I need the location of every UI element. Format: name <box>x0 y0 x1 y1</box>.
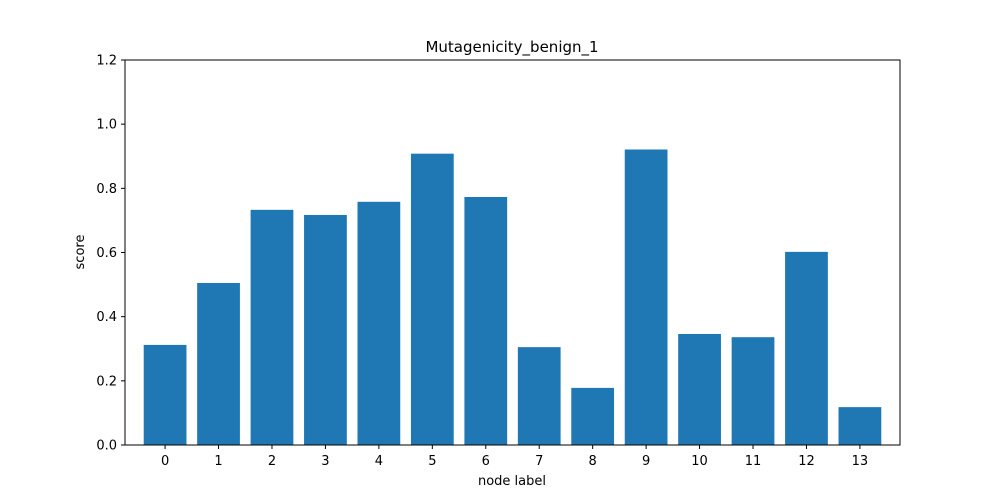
bar-8 <box>571 387 615 445</box>
x-tick-label: 11 <box>745 454 762 469</box>
bar-1 <box>197 282 240 445</box>
y-tick-label: 1.0 <box>96 118 117 133</box>
x-tick-label: 12 <box>798 454 815 469</box>
y-tick-label: 0.4 <box>96 310 117 325</box>
y-tick-label: 0.2 <box>96 374 117 389</box>
y-tick-label: 1.2 <box>96 54 117 69</box>
x-tick-label: 6 <box>482 454 490 469</box>
x-tick-label: 4 <box>375 454 383 469</box>
x-tick-label: 2 <box>268 454 276 469</box>
y-tick-label: 0.8 <box>96 182 117 197</box>
y-tick-label: 0.6 <box>96 246 117 261</box>
x-tick-label: 3 <box>321 454 329 469</box>
x-tick-label: 0 <box>161 454 169 469</box>
bar-0 <box>143 344 187 445</box>
x-axis: 0 1 2 3 4 5 6 7 8 9 10 11 12 13 <box>161 445 868 469</box>
y-axis-label: score <box>73 235 88 270</box>
bar-2 <box>250 209 294 445</box>
y-axis: 0.0 0.2 0.4 0.6 0.8 1.0 1.2 <box>96 54 125 454</box>
bars-group <box>143 149 882 445</box>
bar-10 <box>678 333 721 445</box>
x-axis-label: node label <box>478 474 546 489</box>
bar-3 <box>304 214 347 445</box>
x-tick-label: 1 <box>214 454 222 469</box>
bar-6 <box>464 197 508 445</box>
bar-12 <box>785 251 828 445</box>
y-tick-label: 0.0 <box>96 439 117 454</box>
plot-frame <box>124 59 901 446</box>
bar-9 <box>624 149 668 445</box>
chart-title: Mutagenicity_benign_1 <box>425 38 598 57</box>
x-tick-label: 7 <box>535 454 543 469</box>
x-tick-label: 5 <box>428 454 436 469</box>
bar-5 <box>410 153 454 445</box>
bar-11 <box>731 337 775 445</box>
x-tick-label: 10 <box>691 454 708 469</box>
x-tick-label: 8 <box>589 454 597 469</box>
bar-7 <box>517 347 561 445</box>
x-tick-label: 9 <box>642 454 650 469</box>
bar-4 <box>357 201 401 445</box>
bar-13 <box>838 407 882 445</box>
x-tick-label: 13 <box>852 454 869 469</box>
